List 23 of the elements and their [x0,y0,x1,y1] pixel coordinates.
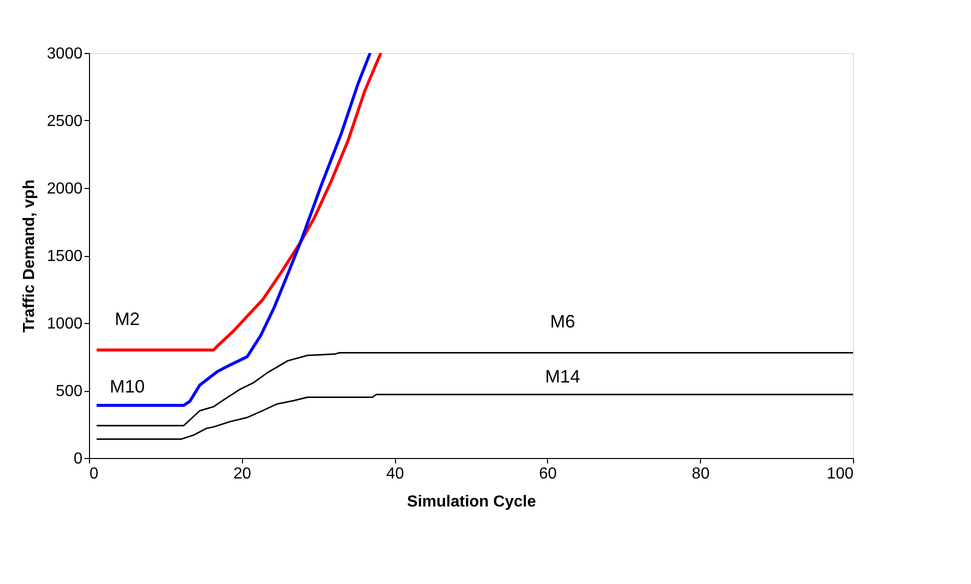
line-series [96,352,853,426]
x-tick-label: 100 [826,466,854,482]
x-axis-title: Simulation Cycle [407,494,536,510]
series-label: M10 [110,376,145,396]
series-label: M6 [550,312,576,332]
y-tick-label: 500 [56,383,83,400]
y-tick-label: 1000 [46,316,83,332]
series-label: M14 [545,366,580,387]
line-series [95,53,372,407]
y-tick-label: 1500 [46,248,83,265]
x-tick-label: 40 [386,466,404,482]
x-tick-label: 80 [692,466,710,482]
x-tick-label: 20 [233,466,252,482]
y-axis-title: Traffic Demand, vph [20,180,38,332]
y-tick-label: 0 [74,450,83,468]
y-tick-label: 2500 [46,113,83,130]
y-tick-label: 2000 [46,180,83,198]
y-tick-label: 3000 [46,46,83,62]
line-series [96,394,853,440]
x-tick-label: 60 [539,466,557,482]
series-label: M2 [114,309,140,329]
x-tick-label: 0 [90,466,98,482]
line-series [95,53,382,352]
